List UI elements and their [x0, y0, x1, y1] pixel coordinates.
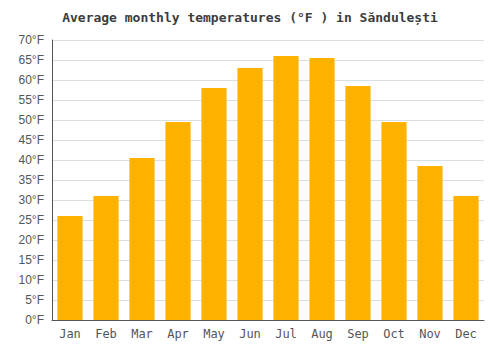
svg-text:55°F: 55°F [19, 93, 44, 107]
svg-text:60°F: 60°F [19, 73, 44, 87]
svg-text:Aug: Aug [311, 327, 333, 341]
svg-text:Jun: Jun [239, 327, 261, 341]
svg-text:Dec: Dec [455, 327, 477, 341]
svg-text:10°F: 10°F [19, 273, 44, 287]
svg-text:Apr: Apr [167, 327, 189, 341]
svg-text:Oct: Oct [383, 327, 405, 341]
svg-text:0°F: 0°F [25, 313, 44, 327]
svg-text:Feb: Feb [95, 327, 117, 341]
svg-text:20°F: 20°F [19, 233, 44, 247]
svg-text:Mar: Mar [131, 327, 153, 341]
svg-text:Average monthly temperatures (: Average monthly temperatures (°F ) in Să… [62, 10, 438, 25]
svg-text:35°F: 35°F [19, 173, 44, 187]
svg-text:45°F: 45°F [19, 133, 44, 147]
svg-text:40°F: 40°F [19, 153, 44, 167]
svg-text:50°F: 50°F [19, 113, 44, 127]
svg-text:Sep: Sep [347, 327, 369, 341]
svg-text:Jan: Jan [59, 327, 81, 341]
svg-text:Jul: Jul [275, 327, 297, 341]
svg-text:5°F: 5°F [25, 293, 44, 307]
svg-text:May: May [203, 327, 225, 341]
svg-text:Nov: Nov [419, 327, 441, 341]
svg-text:15°F: 15°F [19, 253, 44, 267]
svg-text:65°F: 65°F [19, 53, 44, 67]
svg-text:25°F: 25°F [19, 213, 44, 227]
svg-text:30°F: 30°F [19, 193, 44, 207]
svg-text:70°F: 70°F [19, 33, 44, 47]
